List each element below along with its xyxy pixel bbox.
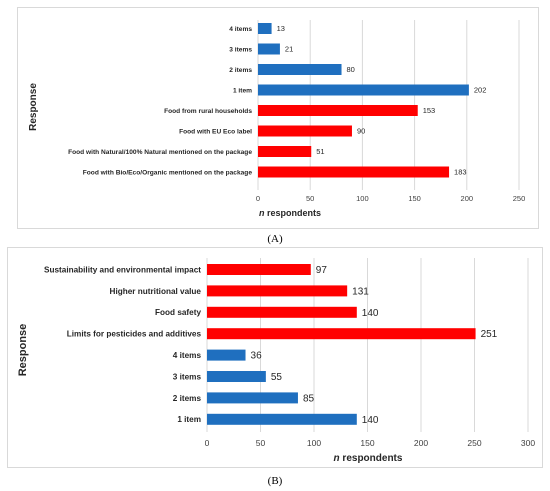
panel-b-bar: [207, 392, 298, 404]
panel-a-value-label: 21: [285, 45, 293, 54]
panel-a-value-label: 80: [347, 65, 355, 74]
panel-a-value-label: 90: [357, 127, 365, 136]
panel-b-category-label: 2 items: [173, 394, 202, 403]
panel-b-category-label: 3 items: [173, 372, 202, 381]
panel-b-category-label: 1 item: [177, 415, 201, 424]
panel-b-bar: [207, 285, 348, 297]
panel-a-bar: [258, 84, 469, 96]
panel-a-bar: [258, 64, 342, 75]
panel-b-x-tick-label: 0: [205, 438, 210, 448]
panel-b-category-label: Food safety: [155, 308, 201, 317]
panel-a-tag: (A): [267, 233, 283, 245]
panel-b-frame: [7, 247, 543, 468]
panel-a-x-tick-label: 200: [461, 194, 474, 203]
panel-a-x-tick-label: 0: [256, 194, 260, 203]
panel-b-value-label: 85: [303, 393, 315, 404]
panel-b-bar: [207, 264, 311, 275]
panel-a-value-label: 13: [277, 24, 285, 33]
panel-b-value-labels: 97 131 140 251 36 55 85 140: [251, 265, 498, 426]
panel-a-value-labels: 13 21 80 202 153 90 51 183: [277, 24, 487, 177]
panel-b-value-label: 97: [316, 265, 328, 276]
panel-a-value-label: 51: [316, 147, 324, 156]
panel-b-y-axis-label: Response: [17, 324, 29, 377]
panel-b-x-tick-label: 50: [256, 438, 266, 448]
panel-b-x-tick-label: 150: [360, 438, 374, 448]
panel-b-category-label: Limits for pesticides and additives: [67, 330, 202, 339]
panel-b-bar: [207, 413, 357, 425]
panel-b-bar: [207, 306, 357, 318]
panel-b-bar: [207, 349, 246, 361]
panel-b-bar: [207, 371, 266, 382]
panel-a-value-label: 183: [454, 168, 467, 177]
panel-b-value-label: 140: [362, 308, 379, 319]
panel-b-category-label: Sustainability and environmental impact: [44, 265, 201, 274]
panel-a-x-ticks: 0 50 100 150 200 250: [256, 194, 525, 203]
panel-a-value-label: 202: [474, 86, 487, 95]
panel-a-bar: [258, 166, 450, 178]
panel-a-category-label: 4 items: [229, 26, 252, 33]
panel-a-category-label: 3 items: [229, 46, 252, 53]
panel-b-category-label: 4 items: [173, 351, 202, 360]
panel-a-category-label: Food with Bio/Eco/Organic mentioned on t…: [83, 169, 253, 176]
panel-b-chart: Sustainability and environmental impact H…: [7, 247, 543, 468]
panel-b-bar: [207, 328, 476, 340]
panel-b-x-ticks: 0 50 100 150 200 250 300: [205, 438, 536, 448]
panel-a-category-labels: 4 items 3 items 2 items 1 item Food from rur…: [68, 26, 253, 176]
panel-b-x-tick-label: 100: [307, 438, 321, 448]
panel-a-x-axis-label: n respondents: [259, 208, 321, 218]
panel-a-bars: [258, 23, 469, 178]
panel-a-x-tick-label: 50: [306, 194, 314, 203]
panel-a-y-axis-label: Response: [28, 83, 39, 131]
panel-b-category-label: Higher nutritional value: [110, 287, 202, 296]
panel-b-value-label: 251: [481, 329, 498, 340]
panel-b-x-axis-label: n respondents: [334, 453, 403, 464]
panel-a-bar: [258, 146, 312, 157]
panel-b-value-label: 140: [362, 415, 379, 426]
panel-a-category-label: 2 items: [229, 67, 252, 74]
panel-a-bar: [258, 125, 352, 137]
panel-a-value-label: 153: [423, 106, 436, 115]
panel-a-category-label: Food with Natural/100% Natural mentioned…: [68, 149, 252, 156]
panel-b-x-tick-label: 250: [467, 438, 481, 448]
panel-a-category-label: 1 item: [233, 87, 252, 94]
panel-a-bar: [258, 43, 280, 55]
panel-b-x-tick-label: 300: [521, 438, 535, 448]
panel-b-value-label: 131: [352, 286, 369, 297]
panel-a-x-tick-label: 250: [513, 194, 526, 203]
panel-a-chart: 4 items 3 items 2 items 1 item Food from rur…: [17, 7, 539, 229]
panel-b-x-tick-label: 200: [414, 438, 428, 448]
panel-a-bar: [258, 23, 272, 34]
panel-a-x-tick-label: 150: [408, 194, 421, 203]
panel-b-value-label: 36: [251, 351, 263, 362]
panel-a-bar: [258, 105, 418, 116]
panel-a-x-tick-label: 100: [356, 194, 369, 203]
panel-a-category-label: Food from rural households: [164, 108, 252, 115]
panel-b-value-label: 55: [271, 372, 283, 383]
panel-b-tag: (B): [268, 475, 283, 487]
panel-b-bars: [207, 264, 476, 425]
panel-a-category-label: Food with EU Eco label: [179, 128, 252, 135]
panel-b-category-labels: Sustainability and environmental impact H…: [44, 265, 201, 424]
